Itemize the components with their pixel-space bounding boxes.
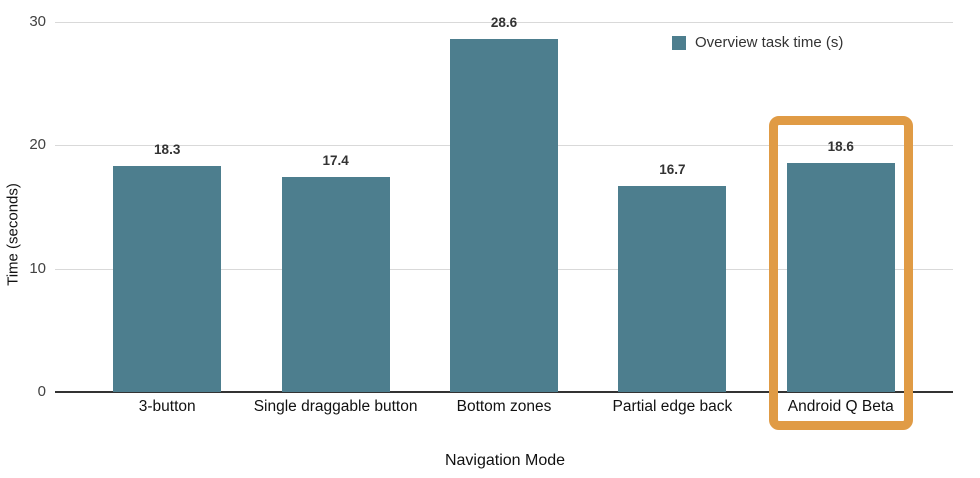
bar-value-label: 17.4 bbox=[322, 153, 349, 169]
legend-label: Overview task time (s) bbox=[695, 34, 844, 51]
bar-value-label: 18.3 bbox=[154, 142, 181, 158]
y-axis-title: Time (seconds) bbox=[4, 183, 22, 286]
bar bbox=[450, 39, 558, 392]
bar bbox=[618, 186, 727, 392]
x-category-label: 3-button bbox=[138, 398, 196, 415]
x-category-label: Bottom zones bbox=[456, 398, 552, 415]
y-tick-label: 0 bbox=[37, 383, 46, 400]
bar bbox=[281, 177, 390, 392]
bar bbox=[113, 166, 222, 392]
y-tick-label: 20 bbox=[29, 136, 46, 154]
x-category-label: Android Q Beta bbox=[787, 398, 894, 415]
x-category-label: Partial edge back bbox=[612, 398, 733, 415]
legend-swatch bbox=[672, 35, 686, 50]
y-tick-label: 30 bbox=[29, 13, 46, 30]
x-axis-line bbox=[55, 391, 953, 393]
bar bbox=[786, 162, 895, 392]
bar-value-label: 18.6 bbox=[827, 138, 854, 154]
bar-value-label: 28.6 bbox=[490, 15, 518, 31]
bar-value-label: 16.7 bbox=[659, 162, 686, 178]
x-axis-title: Navigation Mode bbox=[444, 452, 566, 469]
y-tick-label: 10 bbox=[29, 259, 46, 277]
x-category-label: Single draggable button bbox=[253, 398, 418, 415]
legend: Overview task time (s) bbox=[672, 34, 843, 51]
gridline bbox=[55, 22, 953, 23]
